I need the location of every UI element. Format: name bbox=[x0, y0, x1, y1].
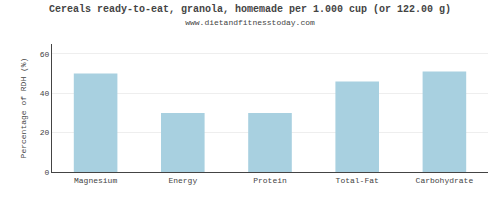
svg-text:Total-Fat: Total-Fat bbox=[336, 176, 379, 185]
svg-text:Energy: Energy bbox=[168, 176, 197, 185]
svg-text:Protein: Protein bbox=[253, 176, 287, 185]
svg-text:Cereals ready-to-eat, granola,: Cereals ready-to-eat, granola, homemade … bbox=[49, 4, 451, 27]
svg-text:Carbohydrate: Carbohydrate bbox=[416, 176, 474, 185]
svg-text:0: 0 bbox=[45, 168, 50, 177]
svg-text:Magnesium: Magnesium bbox=[74, 176, 117, 185]
svg-text:20: 20 bbox=[40, 128, 50, 137]
svg-text:Percentage of RDH (%): Percentage of RDH (%) bbox=[19, 58, 28, 159]
svg-text:40: 40 bbox=[40, 89, 50, 98]
svg-text:60: 60 bbox=[40, 50, 50, 59]
